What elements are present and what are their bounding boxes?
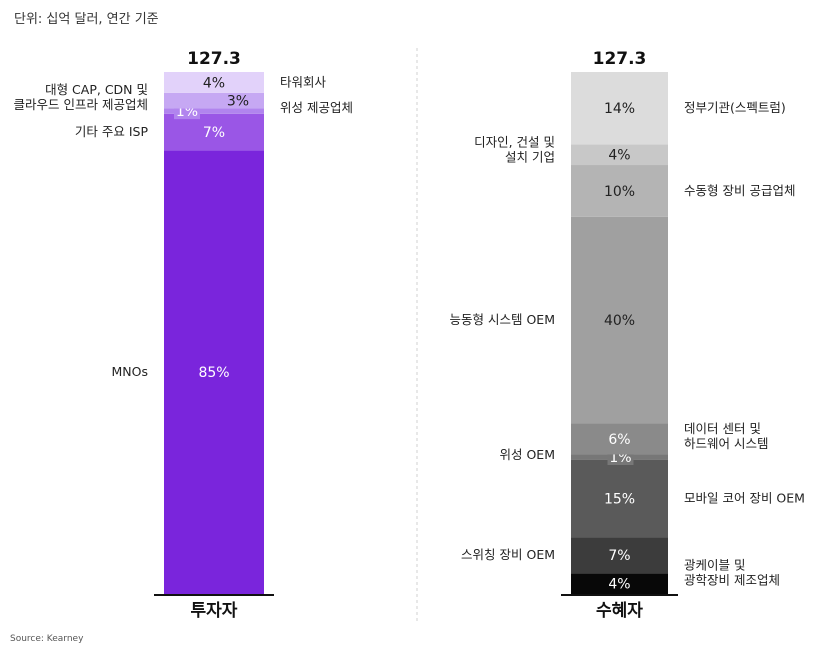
segment-value-label: 6% [608, 432, 630, 448]
bar-segment [164, 113, 264, 151]
segment-value-label: 4% [608, 577, 630, 593]
category-label: 정부기관(스펙트럼) [684, 100, 786, 115]
source-note: Source: Kearney [10, 634, 84, 644]
bar-segment [571, 537, 668, 574]
category-label: 모바일 코어 장비 OEM [684, 490, 805, 505]
unit-note: 단위: 십억 달러, 연간 기준 [14, 12, 159, 27]
category-label: 스위칭 장비 OEM [461, 547, 555, 562]
x-category-label: 투자자 [191, 601, 238, 621]
category-label: 디자인, 건설 및 설치 기업 [474, 135, 555, 165]
bar-total-label: 127.3 [187, 49, 241, 69]
segment-value-label: 10% [604, 184, 635, 200]
bar-segment [164, 72, 264, 93]
bar-segment [164, 108, 264, 114]
category-label: 타워회사 [280, 74, 327, 89]
segment-value-label: 40% [604, 313, 635, 329]
bar-segment [571, 216, 668, 424]
bar-segment [571, 459, 668, 538]
segment-value-label: 4% [203, 75, 225, 91]
category-label: 위성 OEM [500, 447, 556, 462]
bar-total-label: 127.3 [593, 49, 647, 69]
segment-value-label: 7% [608, 548, 630, 564]
bar-segment [571, 165, 668, 217]
segment-value-label: 14% [604, 101, 635, 117]
category-label: 데이터 센터 및 하드웨어 시스템 [684, 421, 768, 451]
category-label: 수동형 장비 공급업체 [684, 183, 795, 198]
segment-value-label: 4% [608, 148, 630, 164]
segment-value-label: 85% [198, 365, 229, 381]
category-label: MNOs [112, 364, 149, 379]
segment-value-label: 3% [227, 94, 249, 110]
category-label: 능동형 시스템 OEM [450, 312, 555, 327]
category-label: 위성 제공업체 [280, 100, 353, 115]
category-label: 기타 주요 ISP [75, 124, 149, 139]
bar-segment [571, 144, 668, 166]
bar-segment [164, 92, 264, 109]
bar-segment [571, 573, 668, 594]
category-label: 광케이블 및 광학장비 제조업체 [684, 558, 780, 588]
bar-segment [571, 423, 668, 455]
segment-value-label: 15% [604, 491, 635, 507]
bar-segment [571, 72, 668, 145]
bar-segment [164, 150, 264, 595]
segment-value-label: 7% [203, 125, 225, 141]
category-label: 대형 CAP, CDN 및 클라우드 인프라 제공업체 [14, 82, 148, 112]
x-category-label: 수혜자 [596, 601, 643, 621]
